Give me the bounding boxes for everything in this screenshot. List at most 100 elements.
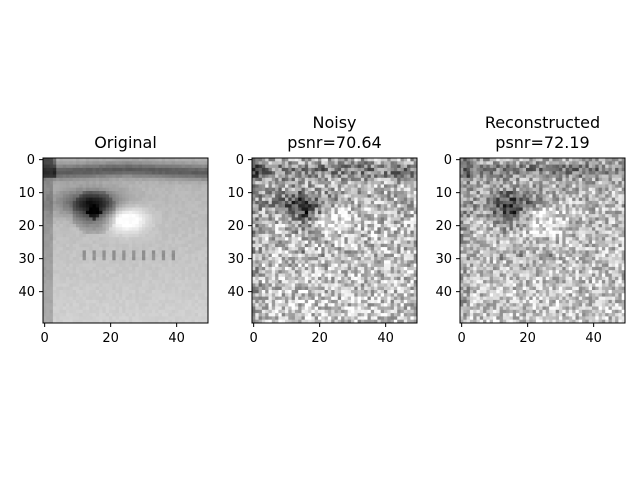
pixel [89, 313, 93, 317]
pixel [285, 267, 289, 271]
pixel [364, 208, 368, 212]
pixel [292, 257, 296, 261]
pixel [298, 217, 302, 221]
pixel [185, 303, 189, 307]
pixel [139, 264, 143, 268]
pixel [407, 227, 411, 231]
pixel [56, 221, 60, 225]
pixel [338, 227, 342, 231]
pixel [364, 293, 368, 297]
pixel [76, 264, 80, 268]
pixel [364, 307, 368, 311]
pixel [308, 313, 312, 317]
pixel [126, 227, 130, 231]
pixel [252, 231, 256, 235]
pixel [255, 244, 259, 248]
pixel [73, 208, 77, 212]
pixel [122, 158, 126, 162]
pixel [50, 274, 54, 278]
pixel [275, 198, 279, 202]
pixel [364, 214, 368, 218]
pixel [152, 316, 156, 320]
pixel [126, 191, 130, 195]
pixel [394, 191, 398, 195]
pixel [135, 254, 139, 258]
pixel [404, 204, 408, 208]
pixel [272, 204, 276, 208]
pixel [377, 267, 381, 271]
pixel [259, 287, 263, 291]
pixel [394, 234, 398, 238]
pixel [318, 270, 322, 274]
pixel [142, 274, 146, 278]
pixel [56, 188, 60, 192]
pixel [129, 274, 133, 278]
pixel [338, 244, 342, 248]
pixel [328, 194, 332, 198]
pixel [152, 264, 156, 268]
pixel [315, 300, 319, 304]
pixel [381, 247, 385, 251]
pixel [53, 204, 57, 208]
pixel [201, 161, 205, 165]
pixel [165, 191, 169, 195]
pixel [145, 227, 149, 231]
pixel [295, 188, 299, 192]
pixel [305, 211, 309, 215]
pixel [384, 260, 388, 264]
pixel [328, 158, 332, 162]
pixel [361, 307, 365, 311]
pixel [361, 168, 365, 172]
pixel [361, 310, 365, 314]
pixel [381, 214, 385, 218]
pixel [112, 307, 116, 311]
pixel [86, 290, 90, 294]
pixel [374, 300, 378, 304]
pixel [116, 171, 120, 175]
pixel [145, 287, 149, 291]
pixel [259, 201, 263, 205]
pixel [63, 310, 67, 314]
pixel [142, 270, 146, 274]
pixel [387, 231, 391, 235]
pixel [195, 283, 199, 287]
pixel [361, 283, 365, 287]
pixel [404, 181, 408, 185]
pixel [335, 221, 339, 225]
pixel [198, 234, 202, 238]
pixel [321, 217, 325, 221]
pixel [83, 211, 87, 215]
pixel [192, 234, 196, 238]
pixel [401, 181, 405, 185]
pixel [198, 214, 202, 218]
pixel [83, 188, 87, 192]
pixel [394, 280, 398, 284]
pixel [132, 270, 136, 274]
pixel [351, 310, 355, 314]
pixel [368, 270, 372, 274]
pixel [368, 303, 372, 307]
pixel [285, 300, 289, 304]
pixel [252, 310, 256, 314]
pixel [315, 250, 319, 254]
pixel [46, 257, 50, 261]
pixel [344, 194, 348, 198]
pixel [282, 217, 286, 221]
pixel [142, 188, 146, 192]
pixel [60, 303, 64, 307]
pixel [318, 257, 322, 261]
pixel [46, 270, 50, 274]
pixel [311, 274, 315, 278]
pixel [73, 221, 77, 225]
pixel [278, 247, 282, 251]
pixel [126, 158, 130, 162]
pixel [331, 198, 335, 202]
pixel [282, 208, 286, 212]
pixel [66, 280, 70, 284]
pixel [135, 198, 139, 202]
pixel [73, 303, 77, 307]
pixel [129, 237, 133, 241]
pixel [126, 254, 130, 258]
pixel [282, 181, 286, 185]
pixel [139, 247, 143, 251]
